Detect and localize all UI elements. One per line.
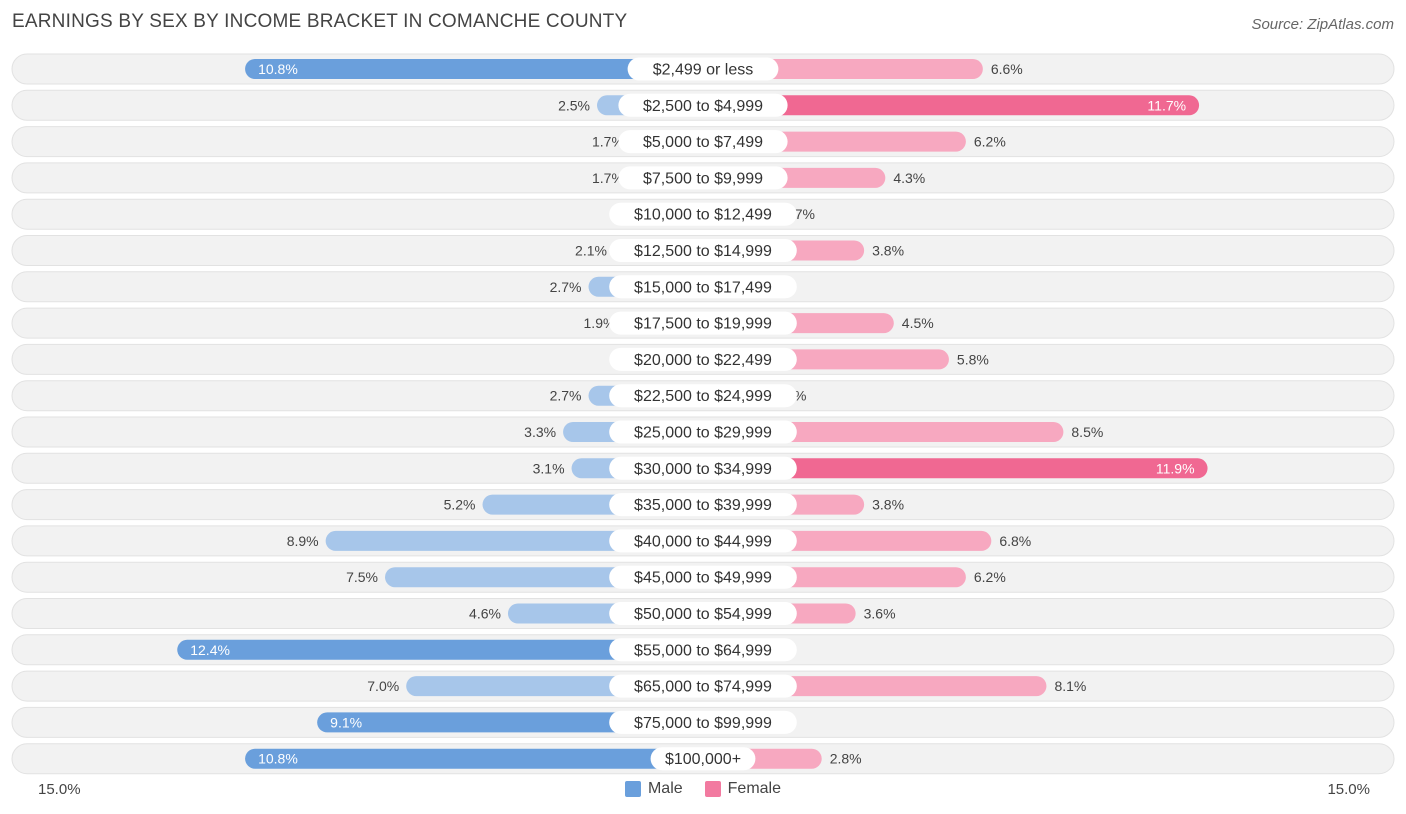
female-value-label: 3.8%: [872, 497, 904, 513]
female-value-label: 3.6%: [864, 606, 896, 622]
legend-item-female[interactable]: Female: [704, 780, 782, 798]
category-label: $10,000 to $12,499: [634, 207, 772, 224]
female-value-label: 11.7%: [1147, 97, 1186, 113]
female-value-label: 6.2%: [974, 134, 1006, 150]
category-pill: [609, 456, 797, 480]
category-pill: [609, 565, 797, 589]
category-pill: [609, 239, 797, 262]
category-label: $12,500 to $14,999: [634, 243, 772, 260]
male-value-label: 2.5%: [558, 97, 590, 113]
category-label: $65,000 to $74,999: [634, 679, 772, 696]
male-value-label: 9.1%: [330, 714, 362, 730]
female-value-label: 2.8%: [830, 751, 862, 767]
male-bar: [245, 59, 703, 79]
female-value-label: 8.1%: [1054, 678, 1086, 694]
male-value-label: 3.3%: [524, 424, 556, 440]
male-value-label: 1.7%: [592, 170, 624, 186]
category-label: $35,000 to $39,999: [634, 497, 772, 514]
source-label: Source: ZipAtlas.com: [1251, 16, 1394, 33]
male-value-label: 7.0%: [367, 678, 399, 694]
male-bar: [325, 530, 703, 551]
axis-label-right: 15.0%: [1327, 781, 1370, 798]
chart-area: 10.8% 6.6% $2,499 or less 2.5% 11.7% $2,500 t…: [11, 53, 1395, 775]
category-label: $15,000 to $17,499: [634, 279, 772, 296]
male-value-label: 4.6%: [469, 606, 501, 622]
female-bar: [703, 95, 1200, 116]
male-value-label: 10.8%: [258, 751, 298, 767]
category-label: $7,500 to $9,999: [643, 170, 763, 187]
female-value-label: 6.8%: [999, 533, 1031, 549]
category-pill: [609, 493, 797, 517]
male-bar: [177, 639, 704, 660]
category-pill: [618, 93, 788, 117]
male-value-label: 5.2%: [444, 497, 476, 513]
category-pill: [609, 602, 797, 625]
female-value-label: 4.3%: [893, 170, 925, 186]
male-value-label: 7.5%: [346, 569, 378, 585]
category-pill: [609, 674, 797, 698]
male-value-label: 10.8%: [258, 61, 298, 77]
category-label: $25,000 to $29,999: [634, 425, 772, 442]
male-value-label: 1.9%: [584, 315, 616, 331]
category-label: $40,000 to $44,999: [634, 533, 772, 550]
female-value-label: 11.9%: [1156, 460, 1195, 476]
category-label: $2,500 to $4,999: [643, 98, 763, 115]
category-pill: [609, 275, 797, 299]
category-label: $22,500 to $24,999: [634, 388, 772, 405]
male-value-label: 2.7%: [550, 388, 582, 404]
legend: Male Female: [0, 780, 1406, 798]
legend-swatch-female: [704, 781, 721, 797]
legend-label-female: Female: [727, 780, 782, 797]
female-value-label: 8.5%: [1071, 424, 1103, 440]
legend-swatch-male: [624, 781, 641, 797]
legend-label-male: Male: [647, 780, 683, 797]
female-value-label: 3.8%: [872, 243, 904, 259]
category-label: $55,000 to $64,999: [634, 642, 772, 659]
category-pill: [618, 166, 788, 190]
female-value-label: 6.6%: [991, 61, 1023, 77]
category-label: $2,499 or less: [653, 62, 754, 79]
category-label: $45,000 to $49,999: [634, 570, 772, 587]
male-value-label: 1.7%: [592, 134, 624, 150]
category-pill: [609, 202, 797, 226]
category-label: $5,000 to $7,499: [643, 134, 763, 151]
male-value-label: 8.9%: [287, 533, 319, 549]
category-pill: [609, 529, 797, 553]
category-label: $30,000 to $34,999: [634, 461, 772, 478]
category-label: $100,000+: [665, 751, 741, 768]
category-label: $50,000 to $54,999: [634, 606, 772, 623]
male-value-label: 12.4%: [190, 642, 230, 658]
legend-item-male[interactable]: Male: [624, 780, 683, 798]
category-label: $75,000 to $99,999: [634, 715, 772, 732]
category-pill: [609, 311, 797, 335]
chart-title: EARNINGS BY SEX BY INCOME BRACKET IN COM…: [12, 11, 628, 32]
category-pill: [609, 420, 797, 444]
category-pill: [618, 130, 788, 154]
male-bar: [245, 748, 703, 769]
category-pill: [609, 347, 797, 371]
male-value-label: 2.1%: [575, 243, 607, 259]
category-label: $20,000 to $22,499: [634, 352, 772, 369]
category-pill: [609, 384, 797, 408]
male-value-label: 2.7%: [550, 279, 582, 295]
female-value-label: 6.2%: [974, 569, 1006, 585]
category-pill: [609, 710, 797, 734]
male-value-label: 3.1%: [533, 460, 565, 476]
female-bar: [703, 458, 1208, 479]
female-value-label: 5.8%: [957, 351, 989, 367]
category-pill: [609, 638, 797, 662]
category-pill: [650, 747, 756, 771]
category-label: $17,500 to $19,999: [634, 316, 772, 333]
category-pill: [627, 57, 779, 81]
female-value-label: 4.5%: [902, 315, 934, 331]
axis-label-left: 15.0%: [38, 781, 81, 798]
male-bar: [317, 712, 703, 733]
